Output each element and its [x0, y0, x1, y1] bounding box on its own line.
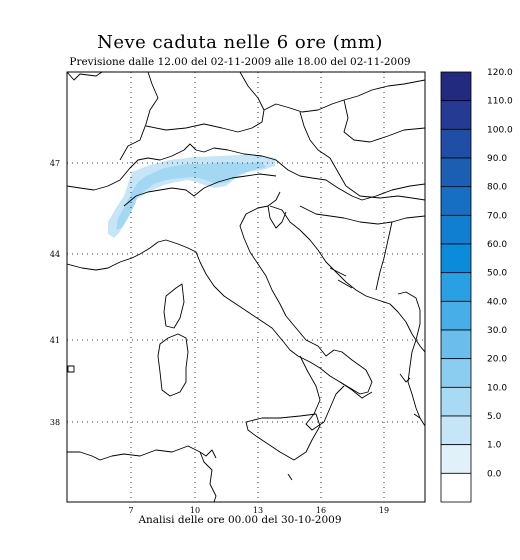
map-title: Neve caduta nelle 6 ore (mm) — [97, 32, 383, 53]
colorbar-swatch — [440, 386, 472, 417]
colorbar-label: 40.0 — [487, 297, 507, 307]
colorbar-label: 5.0 — [487, 412, 502, 422]
colorbar-swatch — [440, 415, 472, 446]
colorbar-label: 60.0 — [487, 240, 507, 250]
x-tick-label: 7 — [128, 506, 133, 515]
colorbar-label: 50.0 — [487, 269, 507, 279]
colorbar-label: 100.0 — [487, 125, 513, 135]
colorbar-label: 110.0 — [487, 97, 513, 107]
x-axis-ticks: 7 10 13 16 19 — [128, 506, 389, 515]
colorbar-label: 20.0 — [487, 355, 507, 365]
colorbar-label: 80.0 — [487, 183, 507, 193]
colorbar-swatch — [440, 71, 472, 102]
map-frame — [66, 71, 426, 503]
x-tick-label: 13 — [253, 506, 263, 515]
colorbar-label: 0.0 — [487, 469, 502, 479]
x-tick-label: 16 — [316, 506, 326, 515]
colorbar-label: 120.0 — [487, 68, 513, 78]
colorbar-swatch — [440, 272, 472, 302]
colorbar-legend: 120.0 110.0 100.0 90.0 80.0 70.0 60.0 50.0 40.0 3… — [440, 68, 513, 503]
y-axis-ticks: 47 44 41 38 — [50, 159, 60, 427]
colorbar-swatch — [440, 358, 472, 388]
colorbar-swatch — [440, 243, 472, 274]
colorbar-swatch — [440, 128, 472, 159]
colorbar-label: 10.0 — [487, 383, 507, 393]
colorbar-swatch — [440, 186, 472, 216]
colorbar-swatch — [440, 214, 472, 245]
colorbar-label: 90.0 — [487, 154, 507, 164]
colorbar-label: 30.0 — [487, 326, 507, 336]
y-tick-label: 44 — [50, 250, 60, 259]
colorbar-swatch — [440, 157, 472, 188]
analysis-time: Analisi delle ore 00.00 del 30-10-2009 — [138, 514, 342, 526]
colorbar-swatch — [440, 472, 472, 503]
y-tick-label: 41 — [50, 336, 60, 345]
forecast-period: Previsione dalle 12.00 del 02-11-2009 al… — [69, 56, 411, 68]
colorbar-swatch — [440, 444, 472, 474]
colorbar-swatch — [440, 329, 472, 360]
coastlines-borders — [67, 72, 425, 502]
gridlines — [67, 72, 425, 502]
x-tick-label: 19 — [379, 506, 389, 515]
colorbar-swatch — [440, 300, 472, 331]
y-tick-label: 47 — [50, 159, 60, 168]
colorbar-label: 70.0 — [487, 211, 507, 221]
colorbar-label: 1.0 — [487, 441, 502, 451]
colorbar-swatch — [440, 100, 472, 130]
y-tick-label: 38 — [50, 418, 60, 427]
x-tick-label: 10 — [190, 506, 200, 515]
